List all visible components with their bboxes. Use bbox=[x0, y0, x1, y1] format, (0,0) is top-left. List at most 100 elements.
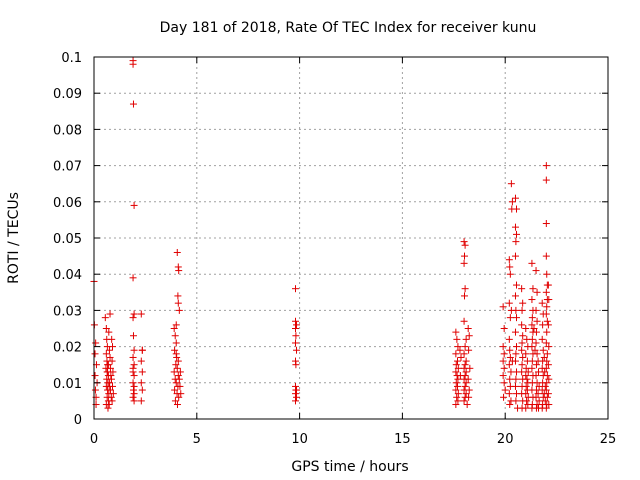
data-point bbox=[452, 328, 460, 336]
data-point bbox=[129, 393, 137, 401]
data-point bbox=[529, 285, 537, 293]
data-point bbox=[108, 335, 116, 343]
y-tick-label: 0.05 bbox=[53, 232, 82, 247]
data-point bbox=[542, 162, 550, 170]
data-point bbox=[175, 306, 183, 314]
y-tick-label: 0.04 bbox=[53, 268, 82, 283]
data-point bbox=[499, 357, 507, 365]
data-point bbox=[105, 401, 113, 409]
data-point bbox=[465, 346, 473, 354]
x-tick-label: 15 bbox=[394, 432, 411, 447]
data-point bbox=[109, 390, 117, 398]
y-tick-label: 0.08 bbox=[53, 123, 82, 138]
data-point bbox=[106, 353, 114, 361]
data-point bbox=[454, 357, 462, 365]
data-point bbox=[106, 364, 114, 372]
data-point bbox=[506, 263, 514, 271]
data-point bbox=[462, 390, 470, 398]
data-point bbox=[130, 361, 138, 369]
data-point bbox=[500, 379, 508, 387]
data-point bbox=[530, 325, 538, 332]
data-point bbox=[454, 390, 462, 398]
data-points bbox=[90, 57, 553, 412]
data-point bbox=[462, 357, 470, 365]
data-point bbox=[528, 335, 536, 343]
data-point bbox=[512, 306, 520, 314]
data-point bbox=[543, 303, 551, 311]
data-point bbox=[532, 339, 540, 347]
data-point bbox=[129, 314, 137, 322]
data-point bbox=[174, 372, 182, 380]
data-point bbox=[511, 194, 519, 202]
data-point bbox=[541, 397, 549, 405]
data-point bbox=[532, 372, 540, 380]
data-point bbox=[137, 310, 145, 318]
data-point bbox=[543, 379, 551, 387]
data-point bbox=[452, 368, 460, 376]
data-point bbox=[138, 346, 146, 354]
data-point bbox=[543, 357, 551, 365]
data-point bbox=[172, 350, 180, 358]
data-point bbox=[292, 332, 300, 340]
data-point bbox=[506, 375, 514, 383]
data-point bbox=[461, 285, 469, 293]
data-point bbox=[101, 314, 109, 322]
data-point bbox=[507, 180, 515, 188]
data-point bbox=[291, 325, 299, 332]
data-point bbox=[292, 361, 300, 369]
data-point bbox=[138, 386, 146, 394]
data-point bbox=[511, 382, 519, 390]
data-point bbox=[107, 375, 115, 383]
data-point bbox=[464, 325, 472, 332]
data-point bbox=[541, 368, 549, 376]
y-tick-label: 0.02 bbox=[53, 341, 82, 356]
data-point bbox=[452, 379, 460, 387]
data-point bbox=[457, 353, 465, 361]
data-point bbox=[522, 372, 530, 380]
data-point bbox=[129, 332, 137, 340]
data-point bbox=[539, 346, 547, 354]
data-point bbox=[105, 346, 113, 354]
data-point bbox=[532, 393, 540, 401]
data-point bbox=[462, 379, 470, 387]
data-point bbox=[293, 393, 301, 401]
data-point bbox=[461, 361, 469, 369]
data-point bbox=[291, 397, 299, 405]
data-point bbox=[102, 325, 110, 332]
data-point bbox=[545, 296, 553, 304]
data-point bbox=[522, 404, 530, 412]
x-tick-label: 20 bbox=[497, 432, 514, 447]
data-point bbox=[518, 321, 526, 329]
x-tick-label: 10 bbox=[291, 432, 308, 447]
data-point bbox=[534, 390, 542, 398]
data-point bbox=[461, 343, 469, 351]
data-point bbox=[513, 343, 521, 351]
data-point bbox=[545, 401, 553, 409]
data-point bbox=[461, 372, 469, 380]
data-point bbox=[452, 386, 460, 394]
data-point bbox=[460, 259, 468, 267]
data-point bbox=[512, 397, 520, 405]
data-point bbox=[454, 397, 462, 405]
data-point bbox=[542, 288, 550, 296]
data-point bbox=[541, 382, 549, 390]
data-point bbox=[454, 375, 462, 383]
data-point bbox=[172, 379, 180, 387]
data-point bbox=[129, 364, 137, 372]
data-point bbox=[291, 339, 299, 347]
data-point bbox=[532, 267, 540, 275]
data-point bbox=[528, 314, 536, 322]
data-point bbox=[523, 397, 531, 405]
data-point bbox=[531, 346, 539, 354]
data-point bbox=[91, 386, 99, 394]
axis-ticks bbox=[93, 56, 609, 420]
x-tick-label: 25 bbox=[600, 432, 617, 447]
data-point bbox=[172, 339, 180, 347]
data-point bbox=[518, 361, 526, 369]
data-point bbox=[501, 386, 509, 394]
data-point bbox=[452, 361, 460, 369]
data-point bbox=[91, 350, 99, 358]
data-point bbox=[511, 328, 519, 336]
data-point bbox=[454, 343, 462, 351]
